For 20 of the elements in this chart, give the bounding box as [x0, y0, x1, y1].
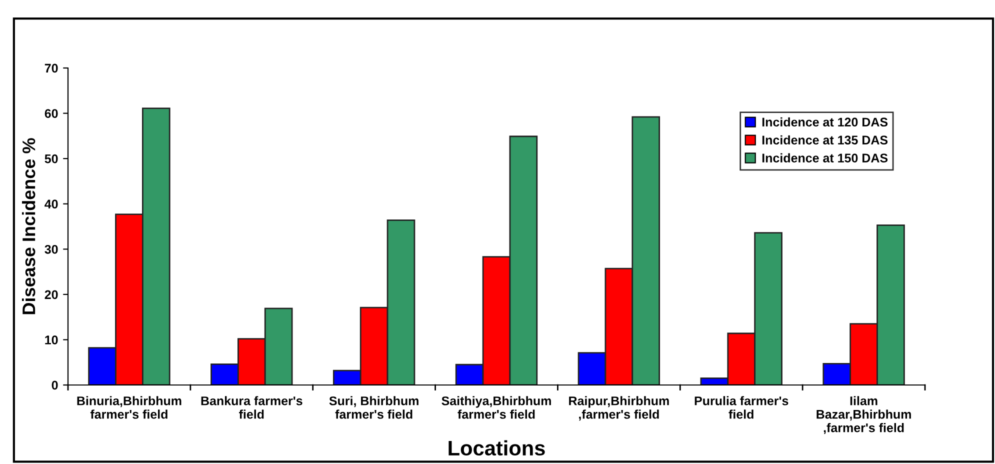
x-tick-label: Suri, Bhirbhum farmer's field	[329, 396, 418, 419]
y-tick-label: 30	[44, 244, 58, 254]
x-tick-label: Bankura farmer's field	[201, 396, 302, 419]
x-tick-label: Purulia farmer's field	[694, 396, 788, 419]
y-tick-label: 0	[52, 380, 58, 390]
x-axis-title: Locations	[448, 440, 545, 456]
y-tick-label: 60	[44, 109, 58, 118]
y-axis-title: Disease Incidence %	[22, 138, 36, 314]
legend-label: Incidence at 120 DAS	[762, 117, 888, 127]
x-tick-label: Raipur,Bhirbhum ,farmer's field	[569, 396, 669, 421]
y-tick-label: 50	[44, 154, 58, 164]
y-tick-label: 40	[44, 200, 58, 209]
y-tick-label: 10	[45, 336, 58, 344]
x-tick-label: Iilam Bazar,Bhirbhum ,farmer's field	[816, 396, 911, 434]
legend-label: Incidence at 150 DAS	[762, 153, 888, 162]
legend-label: Incidence at 135 DAS	[762, 135, 888, 145]
x-tick-label: Saithiya,Bhirbhum farmer's field	[442, 396, 551, 419]
y-tick-label: 70	[44, 64, 58, 73]
x-tick-label: Binuria,Bhirbhum farmer's field	[77, 396, 182, 419]
y-tick-label: 20	[44, 290, 58, 300]
